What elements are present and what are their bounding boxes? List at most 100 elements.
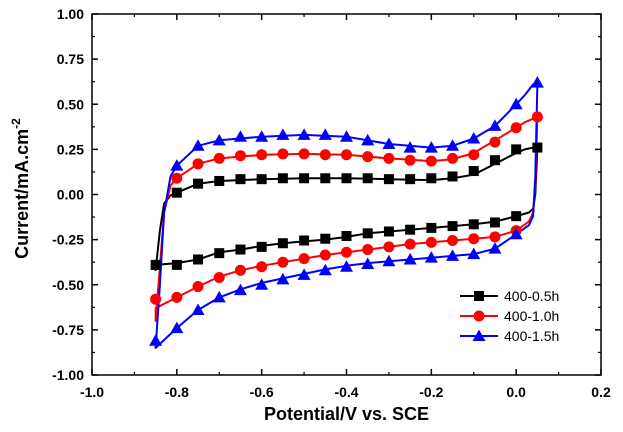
data-point-400-1.0h	[277, 148, 289, 160]
data-point-400-1.5h	[403, 141, 417, 153]
x-axis-title: Potential/V vs. SCE	[264, 404, 429, 424]
markers-layer	[149, 76, 544, 346]
y-tick-label: -1.00	[52, 367, 84, 383]
data-point-400-0.5h	[341, 231, 352, 242]
data-point-400-1.5h	[318, 128, 332, 140]
data-point-400-1.0h	[510, 122, 522, 134]
data-point-400-1.0h	[213, 152, 225, 164]
data-point-400-1.5h	[276, 128, 290, 140]
data-point-400-0.5h	[532, 142, 543, 153]
data-point-400-1.0h	[213, 272, 225, 284]
series-line-400-1.5h	[154, 81, 539, 349]
data-point-400-1.5h	[233, 130, 247, 142]
data-point-400-1.5h	[340, 260, 353, 272]
data-point-400-1.0h	[362, 244, 374, 256]
y-tick-label: -0.50	[52, 277, 84, 293]
data-point-400-0.5h	[214, 248, 225, 259]
data-point-400-0.5h	[256, 174, 267, 185]
data-point-400-1.5h	[382, 254, 396, 267]
svg-text:Current/mA.cm-2: Current/mA.cm-2	[9, 118, 32, 259]
legend-label: 400-0.5h	[504, 288, 559, 304]
data-point-400-0.5h	[426, 173, 437, 184]
data-point-400-1.0h	[362, 151, 374, 163]
data-point-400-0.5h	[320, 233, 331, 244]
data-point-400-0.5h	[299, 173, 310, 184]
y-tick-label: 0.75	[57, 51, 84, 67]
data-point-400-1.5h	[191, 303, 205, 316]
data-point-400-1.0h	[234, 150, 246, 162]
data-point-400-0.5h	[447, 221, 458, 232]
data-point-400-1.0h	[341, 246, 352, 258]
data-point-400-1.0h	[192, 281, 204, 293]
data-point-400-0.5h	[468, 166, 479, 177]
data-point-400-1.5h	[297, 128, 311, 140]
data-point-400-1.5h	[340, 130, 353, 142]
ticks-layer	[91, 13, 602, 376]
data-point-400-0.5h	[193, 178, 204, 189]
data-point-400-1.5h	[233, 283, 247, 296]
y-tick-label: -0.75	[52, 322, 84, 338]
data-point-400-1.0h	[319, 249, 331, 261]
data-point-400-1.0h	[277, 256, 289, 268]
data-point-400-0.5h	[511, 211, 522, 222]
data-point-400-1.5h	[509, 97, 523, 110]
data-point-400-1.0h	[383, 152, 395, 164]
data-point-400-1.5h	[212, 133, 226, 146]
x-tick-label: -1.0	[80, 384, 104, 400]
series-line-400-1.0h	[154, 115, 539, 322]
tick-labels-layer: -1.0 -0.8 -0.6 -0.4 -0.2 0.0 0.2 -1.00 -0.75 -0.5…	[52, 6, 611, 400]
data-point-400-0.5h	[256, 241, 267, 252]
y-axis-title-main: Current/mA.cm	[12, 129, 32, 259]
x-tick-label: -0.8	[165, 384, 189, 400]
data-point-400-1.5h	[149, 334, 163, 346]
data-point-400-0.5h	[362, 173, 373, 184]
data-point-400-1.0h	[319, 149, 331, 161]
data-point-400-1.5h	[318, 263, 332, 276]
data-point-400-1.5h	[488, 242, 502, 254]
data-point-400-0.5h	[405, 224, 416, 235]
data-point-400-1.0h	[234, 264, 246, 276]
data-point-400-1.0h	[404, 154, 416, 166]
data-point-400-1.0h	[468, 149, 480, 161]
data-point-400-1.5h	[255, 278, 269, 290]
data-point-400-1.0h	[150, 293, 162, 305]
data-point-400-1.0h	[425, 236, 437, 248]
data-point-400-0.5h	[171, 259, 182, 270]
data-point-400-1.5h	[361, 133, 375, 146]
x-tick-label: 0.2	[591, 384, 611, 400]
data-point-400-1.0h	[489, 231, 501, 243]
data-point-400-0.5h	[383, 226, 394, 237]
data-point-400-1.5h	[509, 227, 523, 240]
data-point-400-1.0h	[341, 149, 352, 161]
data-point-400-1.5h	[212, 290, 226, 303]
data-point-400-1.5h	[191, 139, 205, 151]
x-tick-label: -0.6	[250, 384, 274, 400]
legend-label: 400-1.5h	[504, 328, 559, 344]
data-point-400-1.0h	[404, 238, 416, 250]
data-point-400-0.5h	[193, 254, 204, 265]
data-point-400-1.0h	[171, 172, 183, 184]
data-point-400-1.0h	[468, 233, 480, 245]
data-point-400-1.0h	[192, 158, 204, 170]
data-point-400-1.5h	[530, 76, 544, 88]
data-point-400-0.5h	[489, 155, 500, 166]
y-axis-title: Current/mA.cm-2	[9, 118, 32, 259]
data-point-400-1.5h	[424, 251, 438, 263]
data-point-400-1.5h	[446, 249, 460, 261]
data-point-400-0.5h	[426, 222, 437, 233]
data-point-400-1.5h	[403, 252, 417, 265]
data-point-400-1.5h	[488, 119, 502, 131]
data-point-400-1.5h	[297, 268, 311, 280]
x-tick-label: -0.4	[334, 384, 358, 400]
data-point-400-0.5h	[277, 238, 288, 249]
data-point-400-0.5h	[383, 174, 394, 185]
data-point-400-0.5h	[447, 171, 458, 182]
legend: 400-0.5h 400-1.0h 400-1.5h	[460, 288, 559, 344]
curves-layer	[154, 81, 539, 349]
legend-label: 400-1.0h	[504, 308, 559, 324]
data-point-400-0.5h	[277, 173, 288, 184]
data-point-400-1.0h	[298, 253, 310, 265]
data-point-400-1.0h	[425, 155, 437, 167]
data-point-400-0.5h	[171, 187, 182, 198]
